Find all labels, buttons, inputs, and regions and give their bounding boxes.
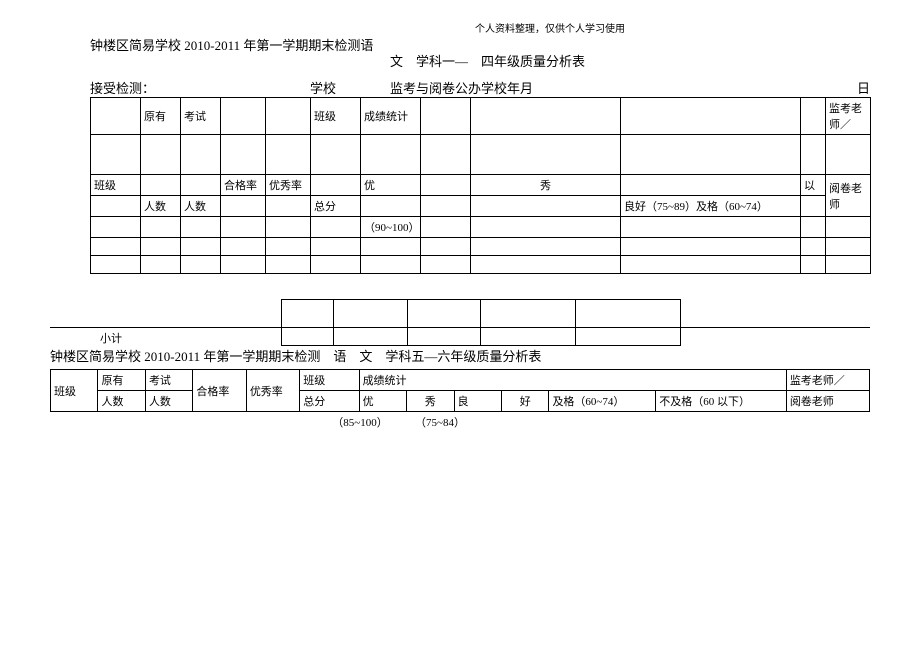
- cell-class-level: 班级: [300, 370, 359, 391]
- cell-score-stats: 成绩统计: [359, 370, 786, 391]
- title-2: 钟楼区简易学校 2010-2011 年第一学期期末检测 语 文 学科五—六年级质…: [50, 346, 870, 365]
- cell-pass-rate: 合格率: [221, 175, 266, 196]
- table-row: （90~100）: [91, 217, 871, 238]
- header-note: 个人资料整理，仅供个人学习使用: [230, 20, 870, 35]
- cell-people2: 人数: [181, 196, 221, 217]
- table-row: [91, 135, 871, 175]
- table-row: 原有 考试 班级 成绩统计 监考老师／: [91, 98, 871, 135]
- page-container: 个人资料整理，仅供个人学习使用 钟楼区简易学校 2010-2011 年第一学期期…: [0, 0, 920, 284]
- range-85-100: （85~100）: [320, 414, 400, 430]
- range-75-84: （75~84）: [400, 414, 480, 430]
- cell-exam: 考试: [145, 370, 192, 391]
- subtotal-label: 小计: [50, 330, 870, 346]
- cell-good-range: 良好（75~89）及格（60~74）: [621, 196, 801, 217]
- cell-total-score: 总分: [311, 196, 361, 217]
- table-row: 人数 人数 总分 良好（75~89）及格（60~74）: [91, 196, 871, 217]
- table-row: 人数 人数 总分 优 秀 良 好 及格（60~74） 不及格（60 以下） 阅卷…: [51, 391, 870, 412]
- cell-people: 人数: [98, 391, 145, 412]
- cell-original: 原有: [98, 370, 145, 391]
- cell-fail-range: 不及格（60 以下）: [656, 391, 787, 412]
- table-row: 班级 原有 考试 合格率 优秀率 班级 成绩统计 监考老师／: [51, 370, 870, 391]
- cell-marker: 阅卷老师: [826, 175, 871, 217]
- cell-yi: 以: [801, 175, 826, 196]
- cell-pass-rate: 合格率: [193, 370, 246, 412]
- cell-class: 班级: [91, 175, 141, 196]
- cell-good: 良: [454, 391, 501, 412]
- subtitle-row: 接受检测： 学校 监考与阅卷公办学校年月 日: [90, 78, 870, 97]
- cell-total-score: 总分: [300, 391, 359, 412]
- table-row: [91, 238, 871, 256]
- cell-marker: 阅卷老师: [786, 391, 869, 412]
- title-left: 钟楼区简易学校 2010-2011 年第一学期期末检测语: [90, 37, 390, 70]
- cell-class: 班级: [51, 370, 98, 412]
- cell-class-level: 班级: [311, 98, 361, 135]
- cell-xiu: 秀: [407, 391, 454, 412]
- cell-hao: 好: [501, 391, 548, 412]
- cell-original: 原有: [141, 98, 181, 135]
- section-2: 小计 钟楼区简易学校 2010-2011 年第一学期期末检测 语 文 学科五—六…: [0, 284, 920, 430]
- table-row: 班级 合格率 优秀率 优 秀 以 阅卷老师: [91, 175, 871, 196]
- cell-excellent: 优: [359, 391, 406, 412]
- table-row: [91, 256, 871, 274]
- cell-excellent-rate: 优秀率: [246, 370, 299, 412]
- title-row: 钟楼区简易学校 2010-2011 年第一学期期末检测语 文 学科一— 四年级质…: [90, 37, 870, 70]
- table-1: 原有 考试 班级 成绩统计 监考老师／ 班级 合格率 优秀率 优 秀 以 阅卷老…: [90, 97, 871, 274]
- invigilate-label: 监考与阅卷公办学校年月: [390, 78, 830, 97]
- cell-excellent: 优: [361, 175, 421, 196]
- table-row: [50, 300, 870, 328]
- cell-90-100: （90~100）: [361, 217, 421, 238]
- cell-pass-range: 及格（60~74）: [549, 391, 656, 412]
- cell-xiu: 秀: [471, 175, 621, 196]
- cell-people: 人数: [141, 196, 181, 217]
- cell-exam: 考试: [181, 98, 221, 135]
- accept-label: 接受检测：: [90, 78, 310, 97]
- cell-invigilator: 监考老师／: [826, 98, 871, 135]
- cell-invigilator: 监考老师／: [786, 370, 869, 391]
- title-right: 文 学科一— 四年级质量分析表: [390, 37, 870, 70]
- table-2-main: 班级 原有 考试 合格率 优秀率 班级 成绩统计 监考老师／ 人数 人数 总分 …: [50, 369, 870, 412]
- cell-score-stats: 成绩统计: [361, 98, 421, 135]
- cell-excellent-rate: 优秀率: [266, 175, 311, 196]
- day-label: 日: [830, 78, 870, 97]
- cell-people2: 人数: [145, 391, 192, 412]
- school-label: 学校: [310, 78, 390, 97]
